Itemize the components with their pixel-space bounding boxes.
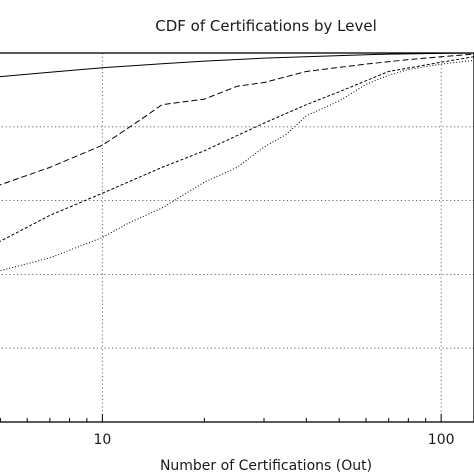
plot-frame (0, 52, 474, 423)
series-line-2 (0, 53, 474, 186)
x-axis-label: Number of Certifications (Out) (160, 458, 372, 474)
x-tick-label: 10 (93, 432, 111, 448)
series-line-3 (0, 56, 474, 242)
series-line-1 (0, 52, 474, 78)
x-tick-label: 100 (428, 432, 455, 448)
chart-title: CDF of Certifications by Level (155, 17, 377, 35)
x-tick-labels: 10 100 (93, 432, 454, 448)
series-line-4 (0, 59, 474, 272)
axis-ticks (0, 414, 442, 422)
series-lines (0, 52, 474, 272)
grid-lines (0, 53, 474, 422)
